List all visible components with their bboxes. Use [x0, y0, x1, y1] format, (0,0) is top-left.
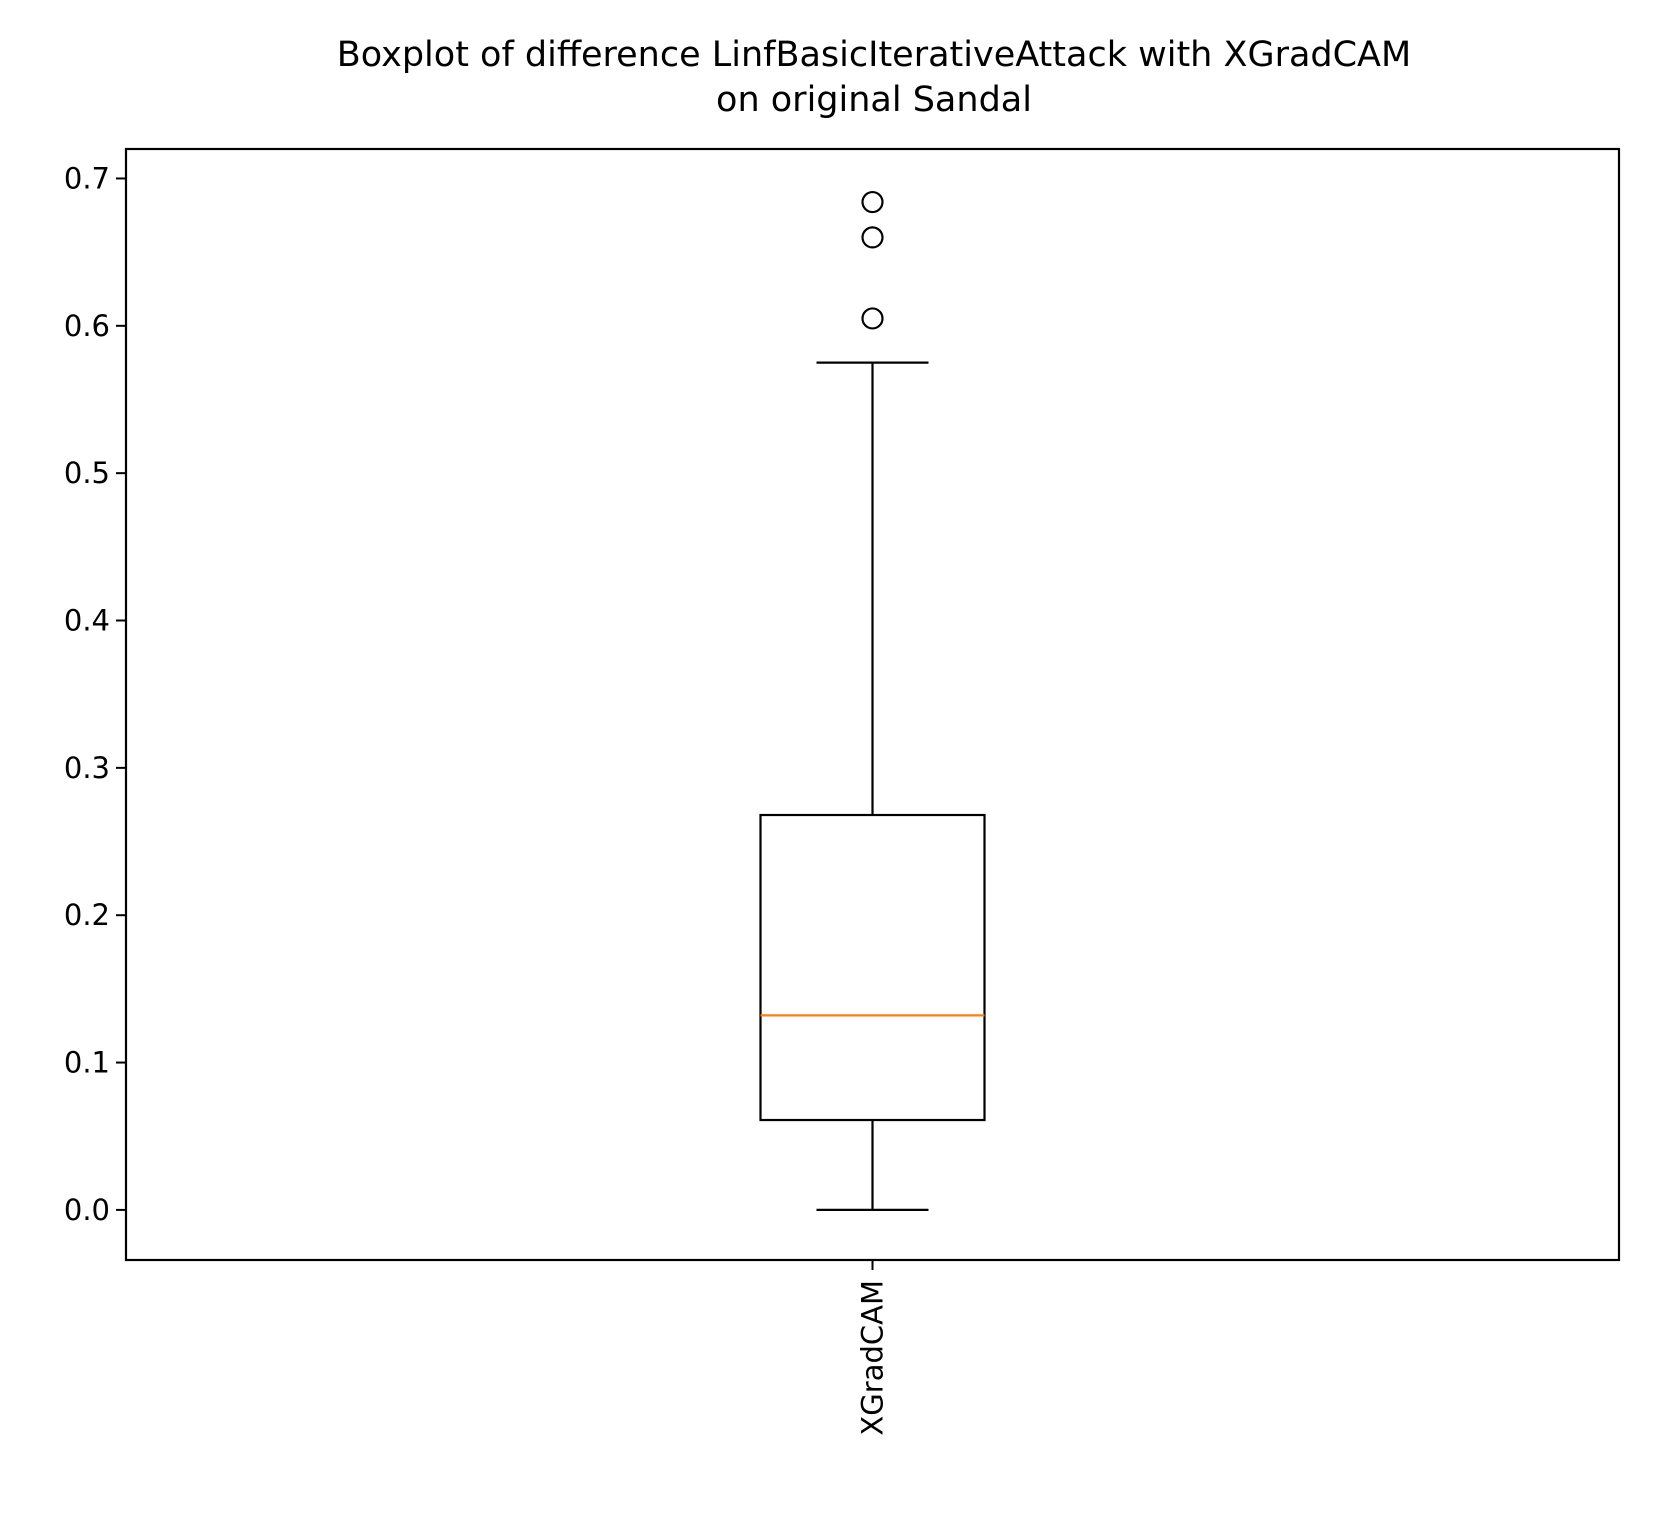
y-tick-label: 0.2	[64, 898, 110, 932]
y-tick-label: 0.5	[64, 456, 110, 490]
outlier-point	[861, 226, 884, 249]
x-tick-label: XGradCAM	[856, 1280, 890, 1436]
box-XGradCAM	[759, 190, 986, 1212]
y-tick-label: 0.3	[64, 751, 110, 785]
x-axis: XGradCAM	[856, 1260, 890, 1436]
y-tick-label: 0.4	[64, 604, 110, 638]
y-tick-label: 0.0	[64, 1193, 110, 1227]
iqr-box	[759, 813, 986, 1122]
chart-title-line2: on original Sandal	[716, 80, 1032, 120]
y-axis: 0.0 0.1 0.2 0.3 0.4 0.5 0.6 0.7	[64, 161, 126, 1227]
box-group	[759, 190, 986, 1212]
outlier-point	[861, 307, 884, 330]
outlier-point	[861, 190, 884, 214]
y-tick-label: 0.6	[64, 309, 110, 343]
chart-title-line1: Boxplot of difference LinfBasicIterative…	[337, 35, 1411, 75]
y-tick-label: 0.7	[64, 161, 110, 195]
y-tick-label: 0.1	[64, 1046, 110, 1080]
